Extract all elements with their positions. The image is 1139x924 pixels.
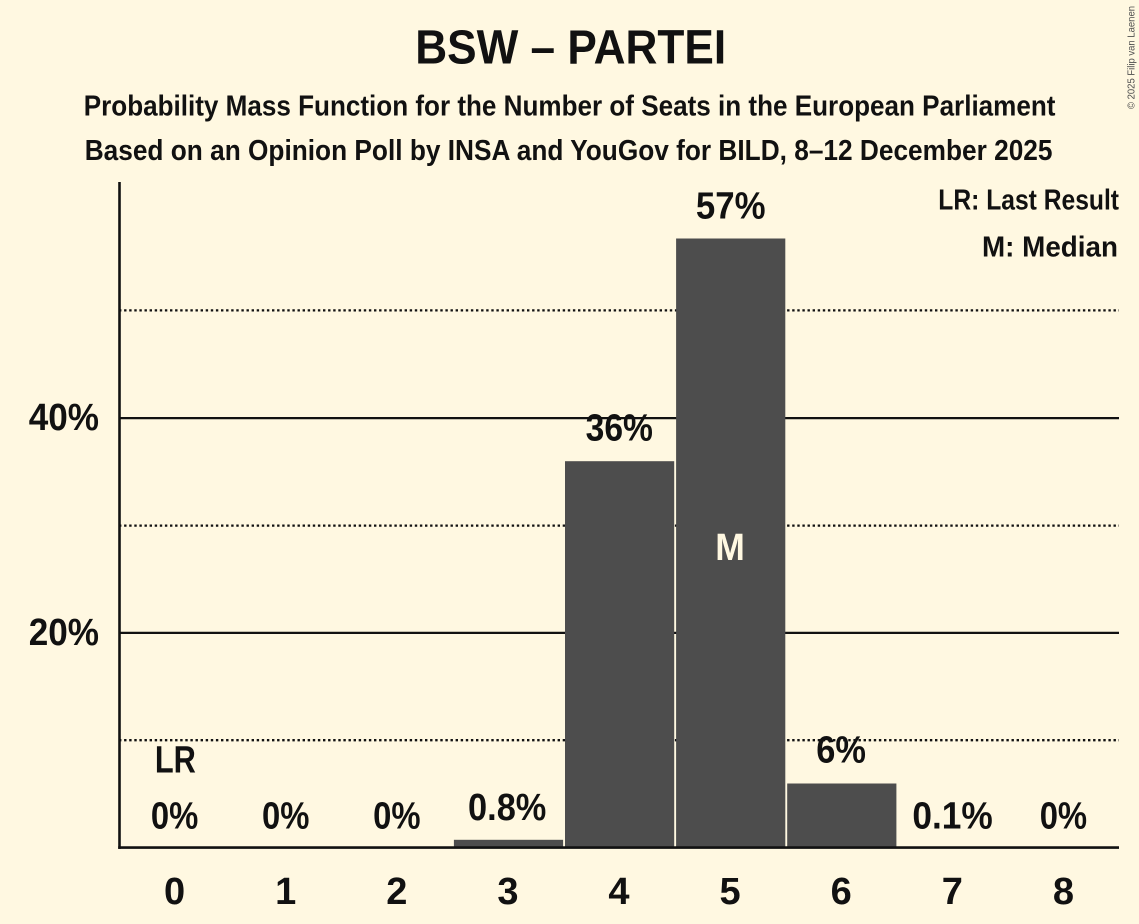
svg-text:0%: 0% [151,796,198,838]
svg-text:M: M [715,527,745,569]
svg-text:0%: 0% [1040,796,1087,838]
svg-text:Probability Mass Function for: Probability Mass Function for the Number… [84,90,1056,122]
svg-text:8: 8 [1053,871,1074,913]
svg-text:0.8%: 0.8% [468,787,546,829]
svg-text:40%: 40% [29,397,99,439]
svg-text:BSW – PARTEI: BSW – PARTEI [415,21,726,74]
svg-text:36%: 36% [586,408,653,450]
svg-text:4: 4 [608,871,629,913]
svg-text:© 2025 Filip van Laenen: © 2025 Filip van Laenen [1127,6,1138,109]
svg-text:0%: 0% [373,796,420,838]
svg-text:2: 2 [386,871,407,913]
svg-text:LR: LR [155,740,196,782]
svg-text:LR: Last Result: LR: Last Result [938,185,1119,217]
svg-text:6: 6 [831,871,852,913]
svg-text:0: 0 [164,871,185,913]
svg-text:3: 3 [497,871,518,913]
svg-text:6%: 6% [816,730,866,772]
svg-text:57%: 57% [696,186,766,228]
svg-text:0.1%: 0.1% [912,796,992,838]
svg-text:M: Median: M: Median [982,232,1118,264]
svg-text:1: 1 [275,871,296,913]
svg-text:0%: 0% [262,796,309,838]
svg-text:Based on an Opinion Poll by IN: Based on an Opinion Poll by INSA and You… [85,135,1053,167]
svg-text:5: 5 [720,871,741,913]
svg-text:20%: 20% [29,612,99,654]
svg-text:7: 7 [942,871,963,913]
